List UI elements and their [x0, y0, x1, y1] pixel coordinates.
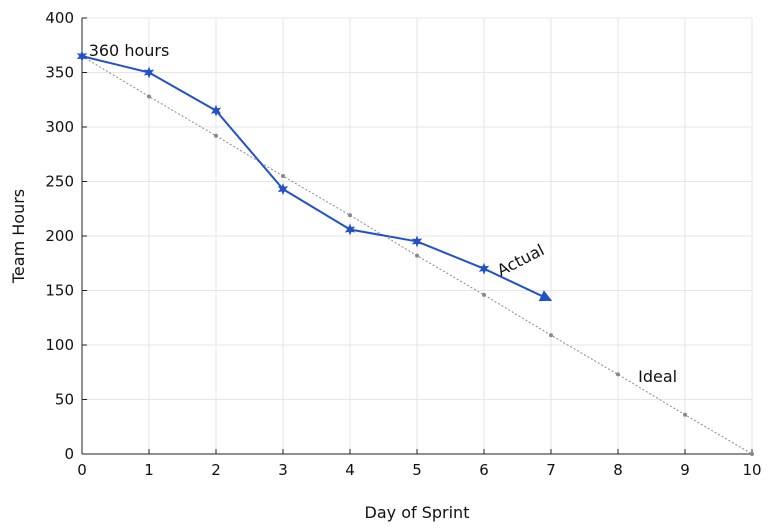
- data-point: [281, 174, 285, 179]
- y-tick-label: 200: [45, 227, 74, 245]
- data-point: [147, 94, 151, 99]
- data-point: [482, 292, 486, 297]
- data-point: [415, 253, 419, 258]
- data-point: [478, 262, 490, 275]
- series-actual: [76, 50, 553, 302]
- x-axis-title: Day of Sprint: [365, 503, 470, 522]
- x-tick-label: 0: [77, 461, 87, 479]
- data-point: [76, 50, 88, 63]
- y-tick-label: 100: [45, 336, 74, 354]
- x-tick-label: 2: [211, 461, 221, 479]
- y-tick-label: 50: [55, 391, 74, 409]
- y-tick-label: 300: [45, 118, 74, 136]
- y-axis-title: Team Hours: [9, 189, 28, 284]
- annotations: 360 hours Actual Ideal: [89, 41, 677, 386]
- data-point: [411, 235, 423, 248]
- y-tick-label: 350: [45, 64, 74, 82]
- x-tick-label: 5: [412, 461, 422, 479]
- data-point: [214, 133, 218, 138]
- series-ideal: [80, 54, 754, 456]
- y-tick-label: 400: [45, 9, 74, 27]
- x-tick-label: 1: [144, 461, 154, 479]
- annotation-label: Actual: [494, 240, 547, 280]
- annotation-label: Ideal: [638, 367, 677, 386]
- annotation-label: 360 hours: [89, 41, 170, 60]
- data-point: [616, 372, 620, 377]
- data-point: [277, 183, 289, 196]
- data-point: [549, 333, 553, 338]
- x-tick-label: 3: [278, 461, 288, 479]
- data-point: [750, 452, 754, 456]
- data-point: [143, 66, 155, 79]
- x-tick-label: 7: [546, 461, 556, 479]
- x-tick-label: 6: [479, 461, 489, 479]
- data-point: [344, 223, 356, 236]
- series: [76, 50, 754, 456]
- x-tick-label: 4: [345, 461, 355, 479]
- x-tick-label: 9: [680, 461, 690, 479]
- y-tick-label: 0: [64, 445, 74, 463]
- series-line-actual: [81, 55, 553, 302]
- x-tick-label: 10: [742, 461, 761, 479]
- data-point: [348, 213, 352, 218]
- y-tick-label: 150: [45, 282, 74, 300]
- y-tick-label: 250: [45, 173, 74, 191]
- x-tick-label: 8: [613, 461, 623, 479]
- data-point: [683, 412, 687, 417]
- data-point: [210, 104, 222, 117]
